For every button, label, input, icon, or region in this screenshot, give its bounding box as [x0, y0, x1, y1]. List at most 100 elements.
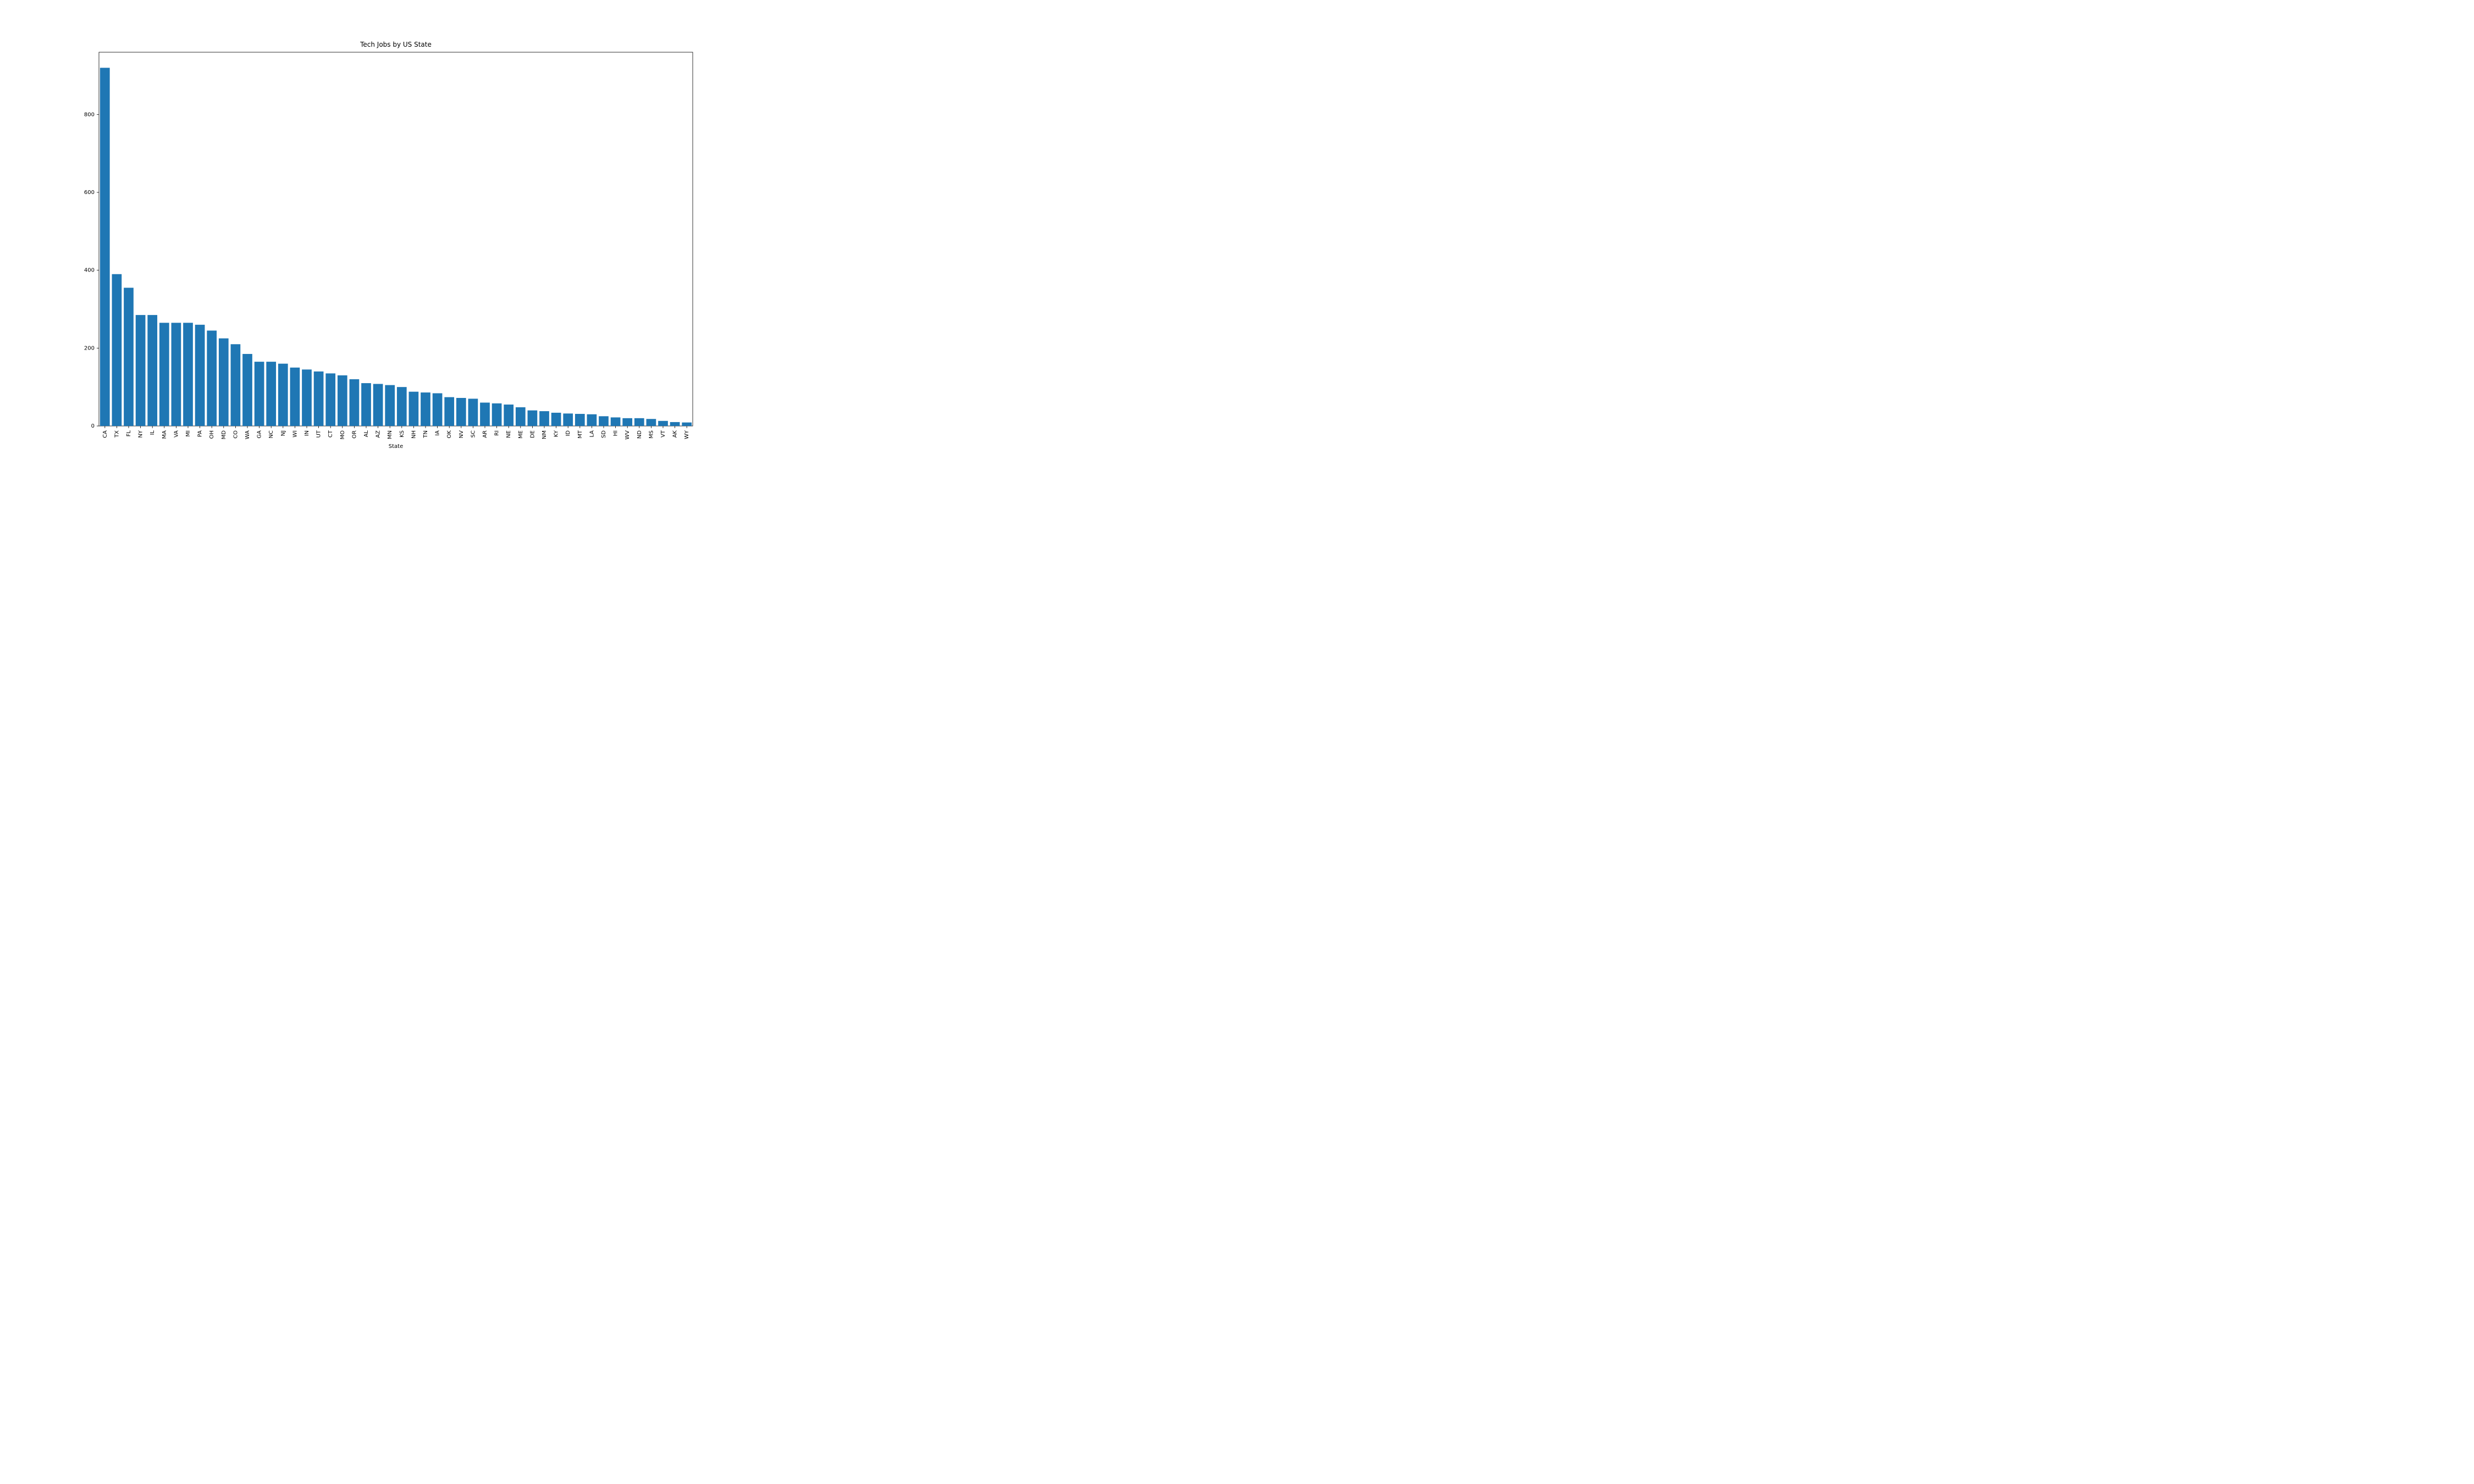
xtick-label: KY: [554, 430, 560, 437]
bar: [338, 375, 347, 426]
bar: [147, 315, 157, 426]
bar: [409, 392, 419, 426]
xtick-label: IA: [435, 430, 441, 436]
bar: [183, 323, 193, 426]
bar: [682, 423, 692, 426]
xtick-label: GA: [257, 430, 263, 439]
bar: [587, 414, 597, 426]
xtick-label: OH: [209, 430, 215, 439]
xtick-label: RI: [494, 430, 500, 436]
bar: [539, 411, 549, 426]
xtick-label: IL: [150, 430, 156, 435]
bar: [563, 413, 573, 426]
bar: [136, 315, 146, 426]
xtick-label: SC: [470, 430, 476, 438]
bar: [219, 339, 229, 426]
ytick-label: 600: [84, 190, 95, 196]
xtick-label: DE: [529, 430, 535, 438]
xtick-label: MA: [162, 430, 168, 439]
xtick-label: CT: [328, 430, 334, 438]
bar: [456, 398, 466, 426]
bar: [658, 421, 668, 426]
bar: [302, 369, 312, 426]
bar: [207, 330, 217, 426]
xtick-label: TX: [114, 430, 120, 438]
bar: [444, 397, 454, 426]
xtick-label: NE: [506, 430, 512, 438]
bar: [278, 364, 288, 426]
xtick-label: CA: [102, 430, 108, 438]
bar: [350, 379, 360, 426]
bar: [325, 373, 335, 426]
xtick-label: OR: [351, 430, 357, 439]
ytick-label: 400: [84, 268, 95, 274]
xtick-label: UT: [316, 430, 322, 438]
xtick-label: NV: [459, 430, 465, 438]
bar: [255, 362, 264, 426]
xtick-label: MO: [340, 430, 346, 440]
xtick-label: MI: [185, 430, 191, 437]
bar: [528, 411, 538, 426]
xtick-label: WA: [245, 430, 251, 439]
xtick-label: MS: [648, 430, 654, 439]
bar: [504, 405, 513, 426]
xtick-label: MN: [387, 430, 393, 439]
xtick-label: ND: [637, 430, 643, 439]
bar: [516, 407, 526, 426]
xtick-label: MD: [221, 430, 227, 440]
bar: [242, 354, 252, 426]
bar: [195, 325, 205, 426]
bar: [468, 398, 478, 426]
bar: [599, 416, 609, 426]
bar: [634, 418, 644, 426]
xtick-label: HI: [613, 430, 619, 436]
bar: [492, 403, 502, 426]
ytick-label: 0: [91, 423, 95, 429]
bar: [397, 387, 407, 426]
xtick-label: AR: [482, 430, 488, 438]
xtick-label: WV: [625, 430, 631, 440]
xtick-label: WY: [684, 430, 690, 439]
xtick-label: LA: [589, 430, 595, 438]
bar: [231, 344, 241, 426]
xtick-label: OK: [446, 430, 452, 439]
bar: [575, 414, 585, 426]
xtick-label: IN: [304, 430, 310, 436]
xtick-label: KS: [399, 430, 405, 438]
bar: [385, 385, 395, 426]
xtick-label: NM: [542, 430, 548, 439]
bar: [172, 323, 181, 426]
xtick-label: NH: [411, 430, 417, 439]
ytick-label: 200: [84, 345, 95, 351]
bar: [100, 68, 110, 426]
xtick-label: MT: [577, 430, 583, 439]
xtick-label: VT: [660, 430, 666, 438]
ytick-label: 800: [84, 112, 95, 118]
bar: [551, 413, 561, 426]
xtick-label: VA: [173, 430, 179, 438]
xtick-label: WI: [292, 430, 298, 438]
xtick-label: FL: [126, 430, 132, 437]
bar: [290, 368, 300, 426]
chart-title: Tech Jobs by US State: [360, 41, 432, 48]
bar: [670, 422, 680, 426]
bar: [373, 384, 383, 427]
xtick-label: AZ: [375, 430, 382, 438]
bar: [314, 372, 324, 426]
bar: [647, 419, 656, 426]
xtick-label: NC: [268, 430, 274, 438]
chart-container: 0200400600800CATXFLNYILMAVAMIPAOHMDCOWAG…: [0, 0, 792, 475]
xtick-label: AK: [672, 430, 678, 438]
xtick-label: AL: [363, 430, 369, 438]
xtick-label: SD: [601, 430, 607, 438]
bar: [433, 394, 443, 427]
xtick-label: PA: [197, 430, 203, 437]
bar: [421, 392, 430, 426]
bar: [159, 323, 169, 426]
xtick-label: NY: [138, 430, 144, 438]
bar: [480, 403, 490, 427]
bar: [361, 383, 371, 426]
bar: [266, 362, 276, 426]
xtick-label: ID: [565, 430, 571, 436]
xtick-label: TN: [423, 430, 429, 439]
